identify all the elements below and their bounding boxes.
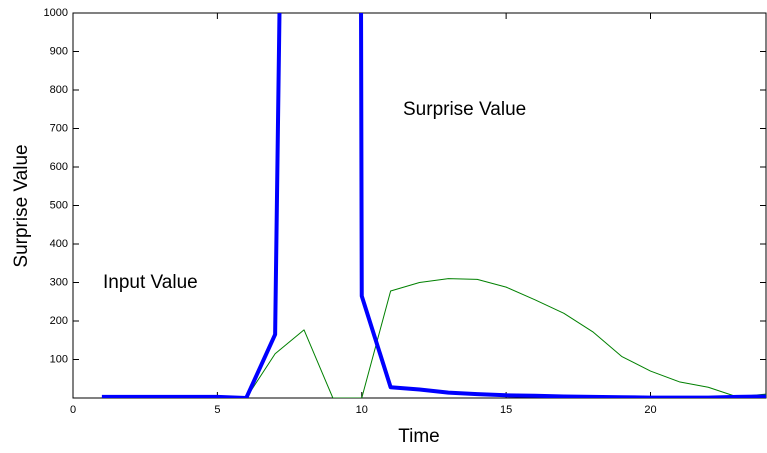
series-line (101, 13, 766, 398)
y-tick-label: 200 (50, 315, 68, 327)
x-tick-label: 5 (214, 404, 220, 416)
plot-frame (72, 12, 767, 399)
y-tick-label: 700 (50, 122, 68, 134)
y-tick-label: 300 (50, 276, 68, 288)
series-line (101, 278, 766, 398)
x-axis-label: Time (398, 426, 440, 447)
y-tick-label: 800 (50, 84, 68, 96)
x-tick-label: 15 (500, 404, 512, 416)
annotation: Surprise Value (403, 99, 526, 120)
y-tick-label: 1000 (44, 7, 68, 19)
x-tick-label: 20 (644, 404, 656, 416)
y-tick-label: 400 (50, 238, 68, 250)
y-tick-label: 900 (50, 45, 68, 57)
plot-lines (101, 13, 766, 398)
y-tick-label: 100 (50, 353, 68, 365)
annotation: Input Value (103, 272, 198, 293)
x-tick-label: 0 (70, 404, 76, 416)
y-tick-label: 500 (50, 199, 68, 211)
y-axis-label: Surprise Value (11, 144, 32, 267)
x-tick-label: 10 (356, 404, 368, 416)
y-tick-label: 600 (50, 161, 68, 173)
